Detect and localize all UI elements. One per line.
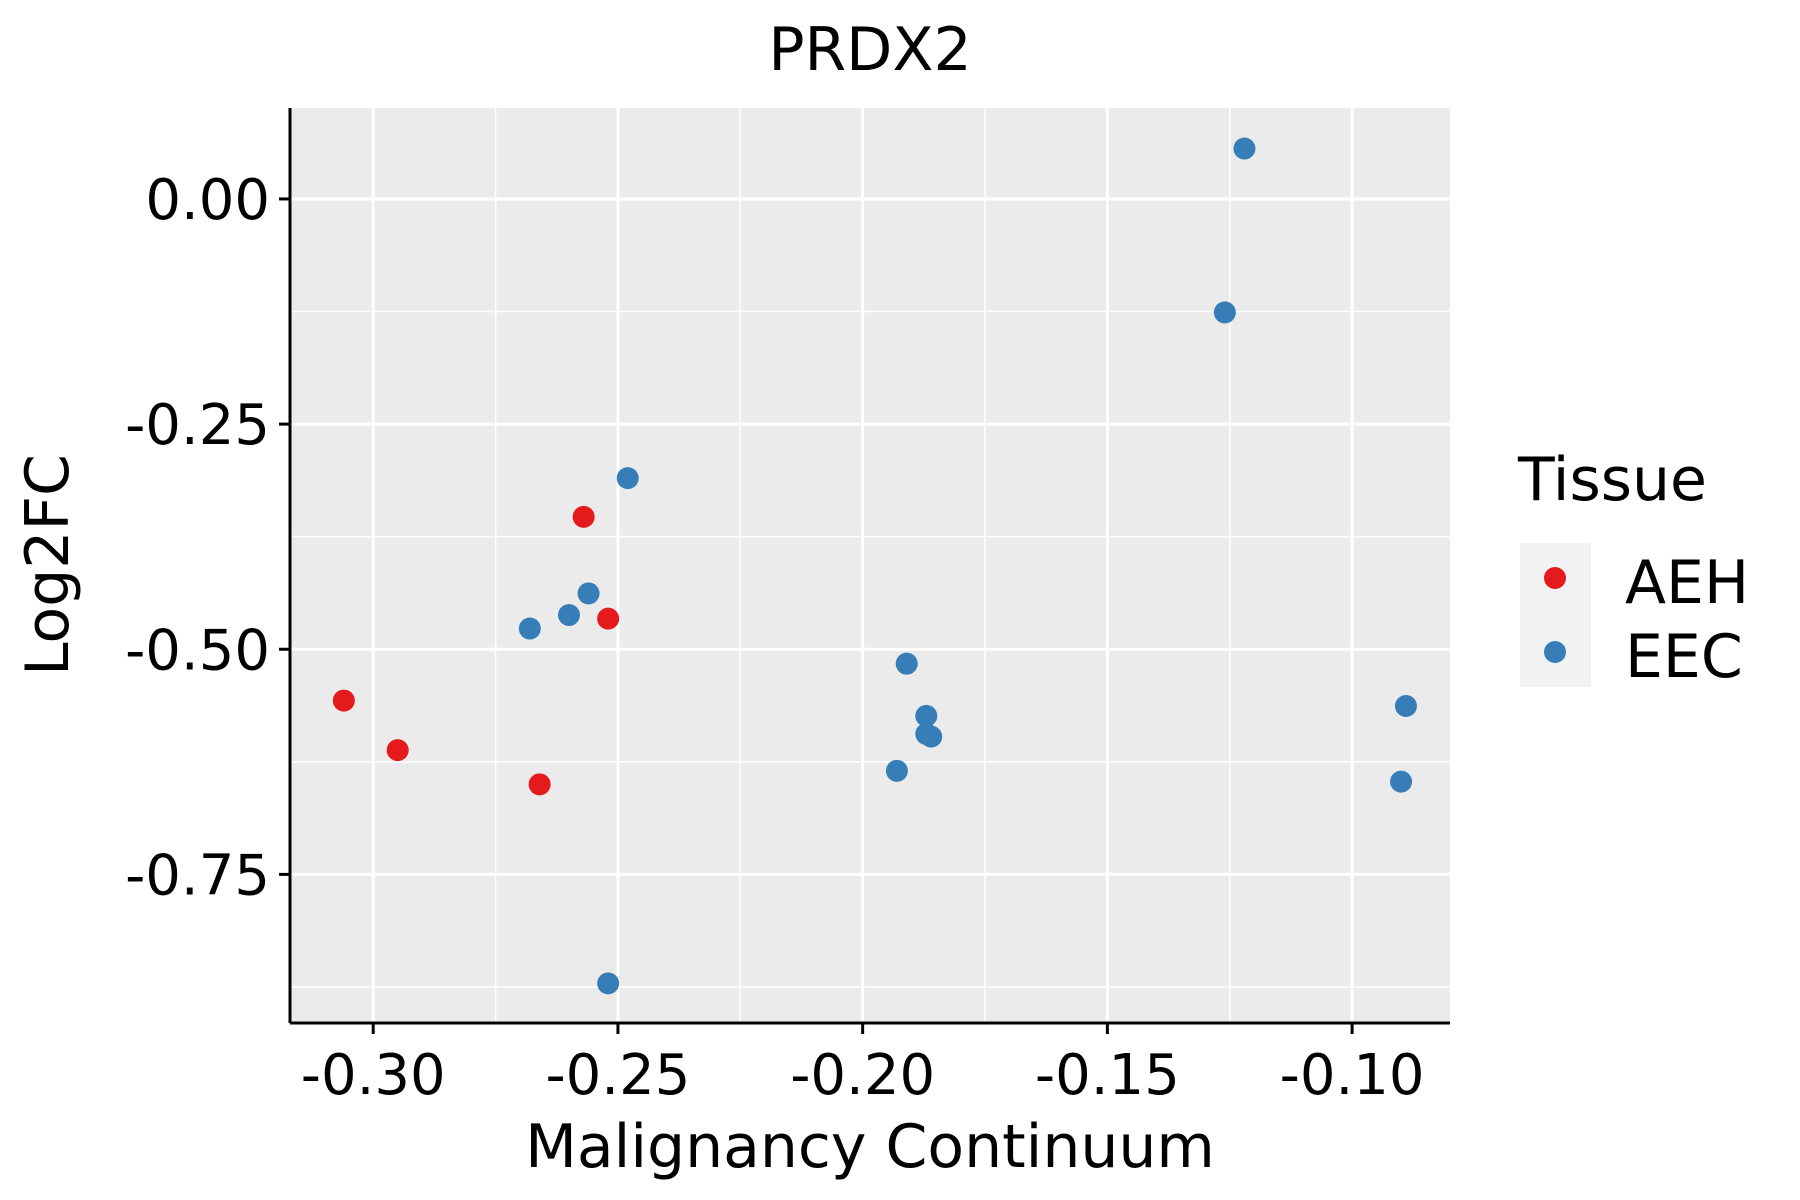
data-point-eec	[1233, 137, 1256, 160]
legend-label-aeh: AEH	[1625, 548, 1749, 618]
data-point-aeh	[597, 607, 620, 630]
legend-key-eec	[1544, 641, 1566, 663]
legend: Tissue AEH EEC	[1517, 445, 1749, 692]
y-axis-label: Log2FC	[13, 454, 83, 676]
y-tick-label: 0.00	[145, 168, 270, 233]
x-axis-ticks: -0.30 -0.25 -0.20 -0.15 -0.10	[301, 1023, 1425, 1108]
data-point-eec	[1390, 770, 1413, 793]
data-point-aeh	[386, 739, 409, 762]
data-point-eec	[557, 604, 580, 627]
y-axis-ticks: 0.00 -0.25 -0.50 -0.75	[125, 168, 290, 908]
data-point-eec	[616, 467, 639, 490]
data-point-eec	[1213, 301, 1236, 324]
minor-gridlines	[290, 108, 1450, 1023]
data-point-aeh	[572, 505, 595, 528]
y-tick-label: -0.25	[125, 393, 270, 458]
data-point-eec	[577, 582, 600, 605]
y-tick-label: -0.50	[125, 618, 270, 683]
x-tick-label: -0.25	[545, 1043, 690, 1108]
plot-panel	[290, 108, 1450, 1023]
x-axis-label: Malignancy Continuum	[525, 1112, 1215, 1182]
legend-label-eec: EEC	[1625, 622, 1743, 692]
data-point-eec	[518, 617, 541, 640]
legend-key-aeh	[1544, 567, 1566, 589]
x-tick-label: -0.30	[301, 1043, 446, 1108]
data-points	[332, 137, 1417, 995]
data-point-eec	[895, 652, 918, 675]
data-point-eec	[920, 725, 943, 748]
data-point-eec	[885, 759, 908, 782]
major-gridlines	[290, 108, 1450, 1023]
data-point-aeh	[528, 773, 551, 796]
legend-title: Tissue	[1517, 445, 1707, 515]
data-point-aeh	[332, 689, 355, 712]
chart-title: PRDX2	[768, 15, 971, 85]
data-point-eec	[1394, 694, 1417, 717]
legend-key-background	[1520, 543, 1591, 687]
y-tick-label: -0.75	[125, 843, 270, 908]
x-tick-label: -0.15	[1035, 1043, 1180, 1108]
x-tick-label: -0.20	[790, 1043, 935, 1108]
x-tick-label: -0.10	[1280, 1043, 1425, 1108]
data-point-eec	[597, 972, 620, 995]
data-point-eec	[915, 704, 938, 727]
